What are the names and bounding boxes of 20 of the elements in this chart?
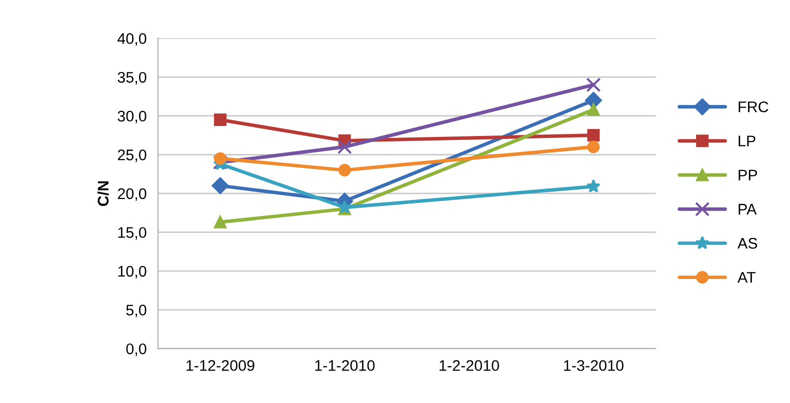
y-tick-label: 40,0 [118,33,146,46]
legend-label: LP [738,136,756,146]
y-tick-label: 10,0 [118,266,146,279]
y-tick-label: 5,0 [126,304,146,318]
legend-label: PA [738,204,757,214]
y-tick-label: 20,0 [118,188,146,201]
y-tick-label: 0,0 [126,343,146,356]
x-tick-label: 1-2-2010 [440,360,500,371]
legend-label: PP [738,170,758,180]
y-tick-label: 35,0 [118,72,146,85]
x-tick-label: 1-3-2010 [564,360,624,371]
y-tick-label: 15,0 [118,227,146,240]
x-tick-label: 1-12-2009 [186,360,254,371]
legend-label: FRC [738,101,768,112]
y-tick-label: 30,0 [118,110,146,124]
x-tick-label: 1-1-2010 [315,360,375,371]
y-axis-title: C/N [97,181,109,206]
legend-label: AS [737,238,758,249]
legend-label: AT [737,272,756,283]
y-tick-label: 25,0 [118,150,146,162]
